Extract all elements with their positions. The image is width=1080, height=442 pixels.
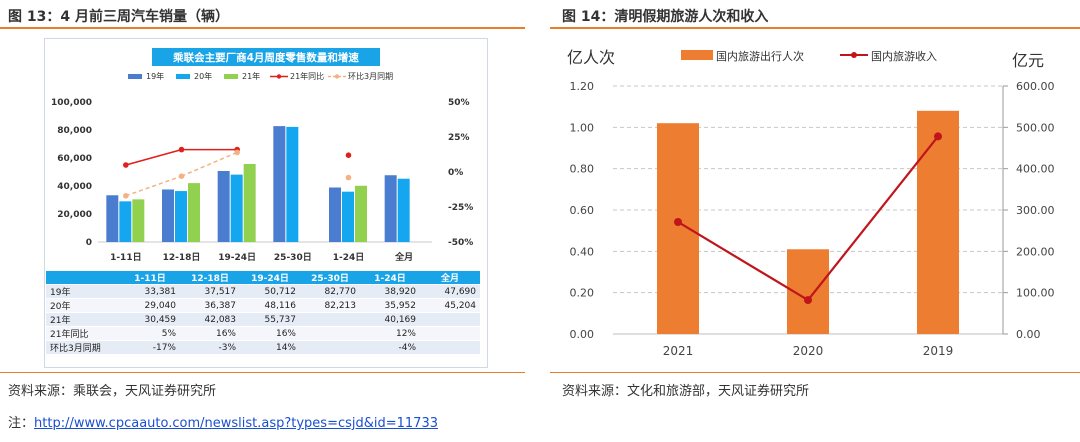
bar-国内旅游出行人次-2019: [917, 110, 959, 334]
table-cell: 82,213: [300, 298, 360, 313]
table-header-cell: 19-24日: [240, 271, 300, 285]
left-figure-title: 图 13：4 月前三周汽车销量（辆）: [8, 9, 229, 25]
point-国内旅游收入-2019: [934, 132, 942, 141]
table-cell: 30,459: [120, 312, 180, 327]
table-cell: 29,040: [120, 298, 180, 313]
table-cell: 45,204: [420, 298, 480, 313]
table-cell: 50,712: [240, 284, 300, 299]
table-cell: [300, 312, 360, 327]
right-right-tick: 200.00: [1016, 245, 1055, 258]
right-left-tick: 0.20: [570, 287, 595, 300]
right-title-rule: [550, 27, 1080, 29]
table-header-cell: 1-11日: [120, 271, 180, 285]
table-cell: 48,116: [240, 298, 300, 313]
legend-marker: [851, 52, 857, 58]
table-header-cell: 12-18日: [180, 271, 240, 285]
right-left-tick: 1.20: [570, 80, 595, 93]
legend-swatch-bar: [681, 50, 713, 60]
table-cell: [300, 340, 360, 355]
table-cell: 35,952: [360, 298, 420, 313]
right-right-tick: 300.00: [1016, 204, 1055, 217]
right-source: 资料来源：文化和旅游部，天风证券研究所: [562, 384, 810, 399]
table-cell: [300, 326, 360, 341]
table-cell: 14%: [240, 340, 300, 355]
right-left-tick: 0.80: [570, 163, 595, 176]
table-cell: 33,381: [120, 284, 180, 299]
table-cell: -4%: [360, 340, 420, 355]
right-right-tick: 100.00: [1016, 287, 1055, 300]
table-header-cell: [46, 271, 120, 285]
bar-国内旅游出行人次-2020: [787, 249, 829, 334]
right-left-tick: 0.60: [570, 204, 595, 217]
right-left-tick: 1.00: [570, 121, 595, 134]
table-cell: [420, 340, 480, 355]
table-cell: 82,770: [300, 284, 360, 299]
table-row: 21年 30,459 42,083 55,737 40,169: [46, 312, 480, 327]
right-x-tick: 2019: [923, 344, 954, 358]
table-header-cell: 1-24日: [360, 271, 420, 285]
footnote-prefix: 注：: [8, 416, 35, 431]
table-cell: 36,387: [180, 298, 240, 313]
table-row: 20年 29,040 36,387 48,116 82,213 35,952 45,204: [46, 298, 480, 313]
right-source-rule: [550, 372, 1080, 373]
point-国内旅游收入-2021: [674, 217, 682, 226]
right-right-tick: 400.00: [1016, 163, 1055, 176]
legend-label-line: 国内旅游收入: [871, 49, 937, 63]
right-ylabel-right: 亿元: [1012, 51, 1044, 70]
right-right-tick: 500.00: [1016, 121, 1055, 134]
left-data-table: 1-11日 12-18日 19-24日 25-30日 1-24日 全月 19年 33,381 3…: [46, 271, 480, 355]
left-source-rule: [0, 372, 525, 373]
footnote: 注：http://www.cpcaauto.com/newslist.asp?t…: [8, 412, 438, 431]
right-right-tick: 0.00: [1016, 328, 1041, 341]
table-cell: 37,517: [180, 284, 240, 299]
table-cell: 20年: [46, 298, 120, 313]
table-cell: 47,690: [420, 284, 480, 299]
left-title-rule: [0, 27, 525, 29]
footnote-link[interactable]: http://www.cpcaauto.com/newslist.asp?typ…: [34, 416, 438, 431]
table-cell: 38,920: [360, 284, 420, 299]
table-cell: 42,083: [180, 312, 240, 327]
right-left-tick: 0.00: [570, 328, 595, 341]
table-header-cell: 全月: [420, 271, 480, 285]
table-cell: 16%: [180, 326, 240, 341]
table-cell: 5%: [120, 326, 180, 341]
table-cell: -17%: [120, 340, 180, 355]
bar-国内旅游出行人次-2021: [657, 123, 699, 334]
table-row: 环比3月同期 -17% -3% 14% -4%: [46, 340, 480, 355]
table-cell: 16%: [240, 326, 300, 341]
table-cell: 21年: [46, 312, 120, 327]
right-x-tick: 2020: [793, 344, 824, 358]
table-cell: 55,737: [240, 312, 300, 327]
table-cell: [420, 312, 480, 327]
table-cell: 12%: [360, 326, 420, 341]
right-right-tick: 600.00: [1016, 80, 1055, 93]
table-row: 21年同比 5% 16% 16% 12%: [46, 326, 480, 341]
line-seg-国内旅游收入: [807, 135, 939, 301]
point-国内旅游收入-2020: [804, 296, 812, 305]
table-cell: -3%: [180, 340, 240, 355]
table-cell: 环比3月同期: [46, 340, 120, 355]
line-seg-国内旅游收入: [677, 221, 809, 302]
table-header-row: 1-11日 12-18日 19-24日 25-30日 1-24日 全月: [46, 271, 480, 285]
legend-label-bar: 国内旅游出行人次: [716, 49, 804, 63]
right-left-tick: 0.40: [570, 245, 595, 258]
table-cell: 19年: [46, 284, 120, 299]
table-header-cell: 25-30日: [300, 271, 360, 285]
right-ylabel-left: 亿人次: [567, 48, 615, 67]
right-figure-title: 图 14：清明假期旅游人次和收入: [562, 9, 769, 25]
table-row: 19年 33,381 37,517 50,712 82,770 38,920 47,690: [46, 284, 480, 299]
table-cell: 21年同比: [46, 326, 120, 341]
right-x-tick: 2021: [663, 344, 694, 358]
left-source: 资料来源：乘联会，天风证券研究所: [8, 384, 217, 399]
table-cell: [420, 326, 480, 341]
table-cell: 40,169: [360, 312, 420, 327]
